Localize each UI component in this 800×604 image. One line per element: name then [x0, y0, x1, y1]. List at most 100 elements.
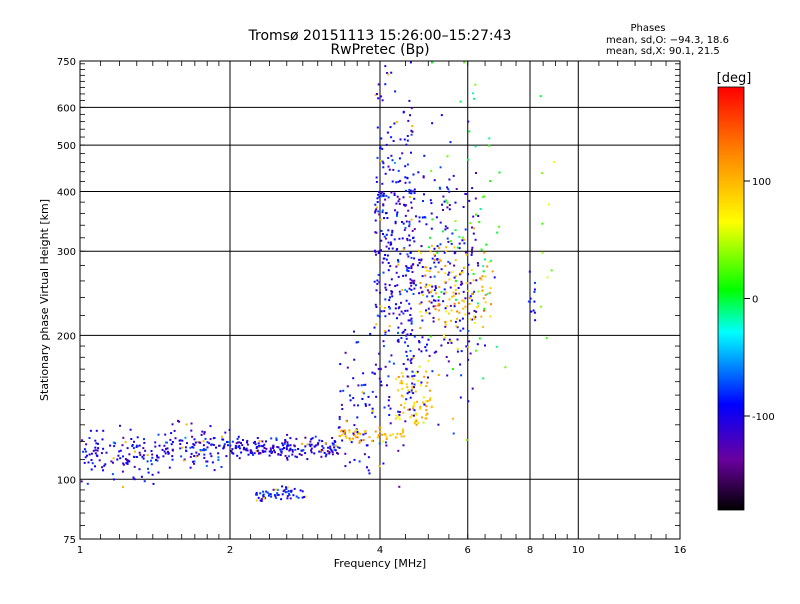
data-point — [471, 248, 473, 251]
data-point — [389, 422, 392, 425]
data-point — [383, 257, 386, 260]
data-point — [368, 403, 371, 406]
data-point — [162, 455, 165, 458]
data-point — [410, 284, 413, 287]
data-point — [122, 462, 125, 465]
data-point — [356, 430, 359, 433]
data-point — [356, 432, 359, 434]
data-point — [412, 355, 415, 357]
data-point — [402, 330, 405, 333]
data-point — [474, 315, 477, 318]
data-point — [379, 426, 382, 429]
data-point — [378, 426, 381, 429]
data-point — [455, 298, 457, 301]
data-point — [437, 299, 440, 302]
data-point — [104, 463, 107, 466]
data-point — [306, 443, 309, 446]
data-point — [447, 341, 450, 344]
data-point — [387, 165, 390, 168]
data-point — [402, 411, 405, 414]
data-point — [493, 276, 496, 279]
data-point — [406, 269, 409, 272]
data-point — [236, 437, 239, 440]
data-point — [403, 138, 406, 141]
data-point — [485, 243, 488, 246]
data-point — [398, 418, 401, 421]
data-point — [429, 199, 432, 202]
data-point — [381, 433, 384, 436]
data-point — [383, 192, 385, 195]
data-point — [375, 180, 378, 183]
data-point — [387, 229, 390, 232]
data-point — [429, 276, 432, 279]
data-point — [413, 422, 416, 425]
data-point — [367, 395, 370, 398]
data-point — [425, 414, 427, 417]
data-point — [401, 288, 404, 291]
data-point — [422, 421, 425, 424]
data-point — [459, 272, 462, 275]
data-point — [88, 453, 91, 456]
data-point — [550, 269, 553, 272]
data-point — [428, 246, 430, 249]
data-point — [171, 423, 174, 426]
data-point — [431, 285, 434, 288]
data-point — [391, 159, 394, 162]
data-point — [281, 448, 284, 451]
data-point — [402, 375, 405, 378]
data-point — [348, 431, 351, 434]
data-point — [454, 229, 457, 232]
data-point — [192, 443, 195, 446]
data-point — [209, 452, 212, 455]
data-point — [431, 295, 434, 298]
data-point — [133, 465, 136, 468]
data-point — [196, 454, 199, 457]
data-point — [404, 402, 407, 405]
data-point — [289, 437, 292, 440]
data-point — [477, 215, 480, 217]
data-point — [334, 444, 337, 447]
data-point — [352, 377, 355, 380]
data-point — [411, 391, 413, 394]
data-point — [410, 282, 413, 284]
data-point — [294, 448, 297, 451]
data-point — [401, 237, 404, 240]
data-point — [204, 448, 207, 451]
data-point — [377, 97, 380, 100]
data-point — [374, 415, 377, 418]
data-point — [255, 491, 258, 494]
data-point — [174, 437, 177, 440]
data-point — [406, 386, 409, 389]
data-point — [220, 466, 223, 468]
data-point — [132, 447, 135, 450]
data-point — [443, 338, 446, 341]
data-point — [379, 430, 382, 433]
data-point — [504, 366, 507, 369]
data-point — [185, 449, 188, 452]
data-point — [348, 437, 351, 440]
data-point — [358, 441, 361, 444]
data-point — [140, 475, 143, 478]
data-point — [455, 325, 458, 328]
data-point — [394, 220, 397, 223]
data-point — [352, 432, 355, 435]
data-point — [135, 456, 138, 458]
data-point — [384, 441, 387, 444]
data-point — [380, 380, 382, 383]
data-point — [491, 270, 494, 273]
data-point — [389, 126, 392, 129]
data-point — [387, 241, 390, 244]
data-point — [205, 464, 208, 467]
data-point — [408, 244, 411, 247]
data-point — [384, 331, 387, 334]
data-point — [246, 443, 249, 446]
data-point — [193, 444, 196, 446]
data-point — [429, 267, 432, 270]
data-point — [191, 435, 194, 438]
data-point — [378, 465, 381, 468]
data-point — [421, 416, 423, 419]
data-point — [408, 234, 411, 237]
data-point — [100, 452, 103, 455]
data-point — [404, 341, 407, 344]
data-point — [434, 299, 437, 302]
